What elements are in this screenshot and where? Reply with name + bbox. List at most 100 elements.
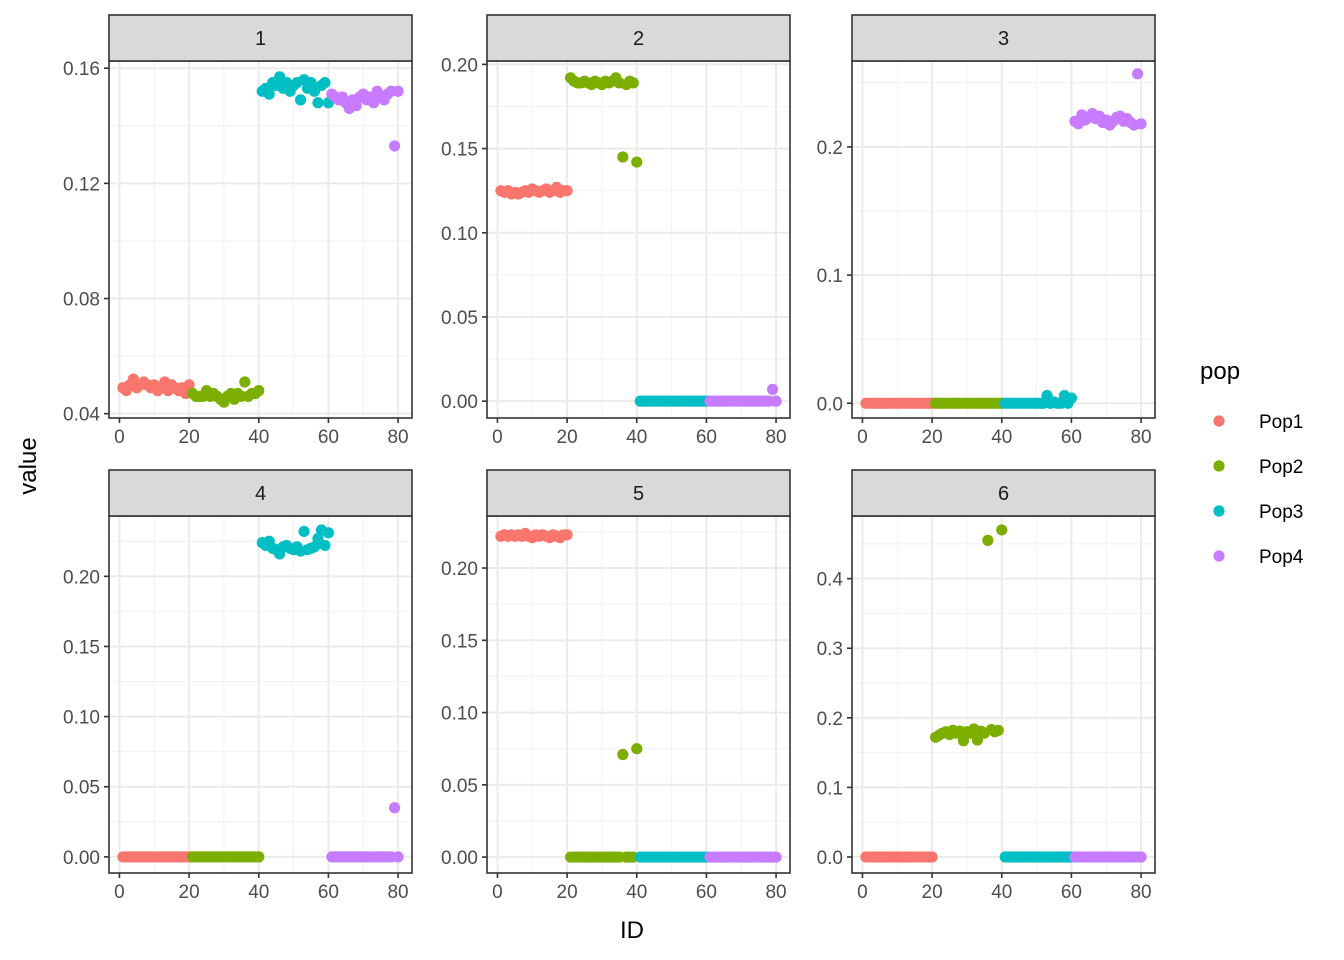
data-point	[312, 532, 324, 545]
x-tick-label: 60	[696, 882, 717, 903]
y-tick-label: 0.15	[441, 631, 478, 652]
x-tick-label: 20	[557, 427, 578, 448]
x-tick-label: 60	[318, 427, 339, 448]
y-tick-label: 0.10	[63, 708, 100, 729]
facet-strip	[108, 469, 413, 517]
facet-panel-6: 60 20 40 60 800.00.10.20.30.4	[817, 469, 1156, 903]
facet-strip	[486, 469, 791, 517]
data-point	[253, 851, 265, 863]
legend-key	[1213, 460, 1225, 472]
x-tick-label: 0	[857, 427, 868, 448]
y-tick-label: 0.4	[817, 570, 844, 591]
data-point	[183, 379, 195, 391]
data-point	[322, 527, 335, 539]
legend-title: pop	[1200, 358, 1240, 385]
data-point	[263, 88, 275, 100]
facet-panel-5: 5 0 20 40 60 80 0.00 0.05 0.10 0.15 0.20	[441, 469, 791, 903]
series-Pop3	[634, 395, 713, 407]
data-point	[1135, 851, 1147, 863]
data-point	[996, 524, 1008, 536]
series-Pop3	[999, 389, 1078, 409]
data-point	[926, 851, 938, 863]
facet-panel-1: 1 0 20 40 60 80 0.04 0.08 0.12 0.16	[63, 14, 413, 448]
legend-label: Pop3	[1259, 502, 1303, 523]
series-Pop3	[999, 851, 1078, 863]
facet-strip	[486, 14, 791, 62]
data-point	[388, 802, 401, 814]
facet-strip-label: 6	[998, 483, 1009, 505]
data-point	[617, 748, 629, 761]
x-tick-label: 0	[492, 427, 503, 448]
series-Pop2	[186, 376, 265, 408]
legend-item-pop1: Pop1	[1213, 412, 1303, 433]
y-tick-label: 0.10	[441, 224, 478, 245]
series-Pop1	[860, 397, 938, 409]
series-Pop4	[1069, 68, 1147, 131]
y-tick-label: 0.04	[63, 405, 100, 426]
x-tick-label: 80	[387, 427, 408, 448]
series-Pop2	[564, 72, 643, 168]
y-tick-label: 0.20	[63, 567, 100, 588]
data-point	[305, 76, 317, 89]
data-point	[561, 185, 573, 197]
legend-item-pop3: Pop3	[1213, 502, 1303, 523]
panel-background	[487, 61, 790, 418]
y-tick-label: 0.15	[441, 140, 478, 161]
data-point	[294, 94, 307, 106]
series-Pop1	[495, 181, 573, 200]
data-point	[1065, 392, 1078, 404]
facet-panel-2: 20 20 40 60 800.000.050.100.150.20	[441, 14, 791, 448]
data-point	[319, 539, 331, 552]
legend-label: Pop2	[1259, 457, 1303, 478]
y-tick-label: 0.05	[441, 776, 478, 797]
y-tick-label: 0.05	[441, 308, 478, 329]
data-point	[319, 76, 331, 89]
y-tick-label: 0.08	[63, 290, 100, 311]
y-tick-label: 0.00	[441, 848, 478, 869]
x-tick-label: 20	[179, 427, 200, 448]
y-tick-label: 0.1	[817, 266, 843, 287]
facet-panel-3: 3 0 20 40 60 80 0.0 0.1 0.2	[817, 14, 1156, 448]
data-point	[766, 383, 779, 395]
data-point	[770, 395, 782, 407]
y-tick-label: 0.15	[63, 637, 100, 658]
facet-strip-label: 4	[255, 483, 266, 505]
y-tick-label: 0.05	[63, 778, 100, 799]
data-point	[308, 541, 321, 553]
series-Pop2	[929, 524, 1008, 747]
x-tick-label: 80	[1130, 427, 1151, 448]
legend-label: Pop1	[1259, 412, 1303, 433]
data-point	[392, 851, 404, 863]
series-Pop1	[117, 851, 195, 863]
panel-background	[487, 516, 790, 873]
series-Pop1	[495, 527, 573, 544]
data-point	[992, 724, 1004, 736]
y-tick-label: 0.3	[817, 639, 843, 660]
data-point	[1131, 68, 1144, 80]
x-tick-label: 80	[1130, 882, 1151, 903]
x-tick-label: 80	[765, 882, 786, 903]
y-tick-label: 0.12	[63, 174, 100, 195]
x-tick-label: 20	[922, 882, 943, 903]
series-Pop3	[256, 71, 335, 109]
data-point	[1135, 118, 1147, 130]
x-tick-label: 40	[248, 882, 269, 903]
series-Pop4	[326, 85, 404, 152]
legend-key	[1213, 550, 1225, 562]
series-Pop1	[860, 851, 938, 863]
x-tick-label: 40	[248, 427, 269, 448]
x-tick-label: 60	[318, 882, 339, 903]
y-tick-label: 0.0	[817, 394, 843, 415]
facet-strip-label: 1	[255, 28, 266, 50]
x-tick-label: 0	[114, 882, 125, 903]
y-tick-label: 0.1	[817, 778, 843, 799]
x-tick-label: 60	[1061, 427, 1082, 448]
data-point	[388, 140, 401, 152]
x-tick-label: 40	[991, 882, 1012, 903]
x-tick-label: 0	[114, 427, 125, 448]
series-Pop3	[634, 851, 713, 863]
x-axis-title: ID	[620, 917, 644, 944]
facet-strip	[851, 469, 1156, 517]
legend-key	[1213, 415, 1225, 427]
